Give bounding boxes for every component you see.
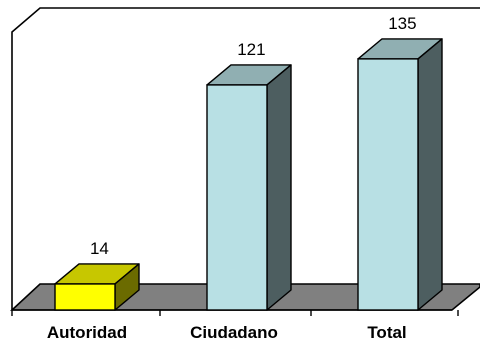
bar-front-total (357, 58, 419, 311)
category-label-autoridad: Autoridad (47, 323, 127, 342)
data-labels: 14 121 135 (90, 14, 417, 258)
category-label-total: Total (367, 323, 406, 342)
bar-autoridad (54, 263, 140, 311)
bar-side-total (417, 38, 443, 311)
category-labels: Autoridad Ciudadano Total (47, 323, 407, 342)
data-label-autoridad: 14 (90, 239, 109, 258)
data-label-total: 135 (388, 14, 416, 33)
x-axis-ticks (11, 310, 459, 316)
bar-ciudadano (206, 64, 292, 311)
category-label-ciudadano: Ciudadano (190, 323, 278, 342)
data-label-ciudadano: 121 (237, 40, 265, 59)
bar-front-autoridad (54, 283, 116, 311)
bar-total (357, 38, 443, 311)
bars (54, 38, 443, 311)
chart-wall-outline (11, 7, 480, 310)
bar-front-ciudadano (206, 84, 268, 311)
bar-side-ciudadano (266, 64, 292, 311)
